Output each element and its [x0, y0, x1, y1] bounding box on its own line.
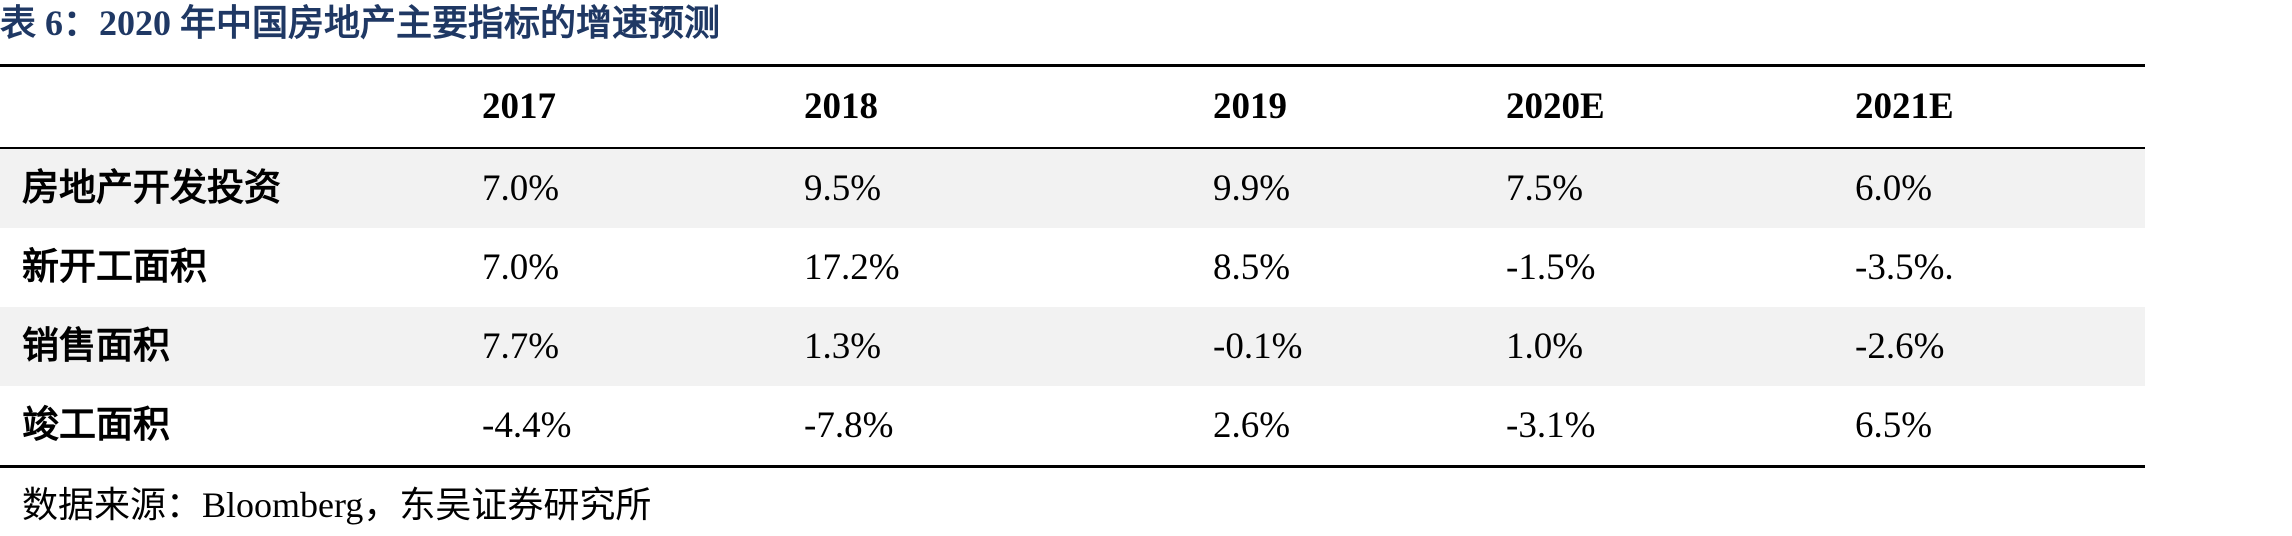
- row-label: 销售面积: [22, 326, 170, 367]
- table-cell: -3.1%: [1506, 405, 1596, 446]
- table-cell: -7.8%: [804, 405, 894, 446]
- table-cell: -2.6%: [1855, 326, 1945, 367]
- source-note: 数据来源：Bloomberg，东吴证券研究所: [22, 485, 652, 525]
- table-cell: 9.5%: [804, 168, 882, 209]
- table-row: 竣工面积 -4.4% -7.8% 2.6% -3.1% 6.5%: [0, 386, 2145, 465]
- column-header: 2019: [1213, 86, 1287, 127]
- column-header: 2021E: [1855, 86, 1954, 127]
- table-row: 新开工面积 7.0% 17.2% 8.5% -1.5% -3.5%.: [0, 228, 2145, 307]
- table-cell: 6.0%: [1855, 168, 1933, 209]
- table-cell: 8.5%: [1213, 247, 1291, 288]
- table-title: 表 6：2020 年中国房地产主要指标的增速预测: [0, 3, 721, 43]
- table-cell: -0.1%: [1213, 326, 1303, 367]
- table-cell: 1.3%: [804, 326, 882, 367]
- row-label: 竣工面积: [22, 405, 170, 446]
- column-header: 2017: [482, 86, 556, 127]
- table-cell: 7.0%: [482, 247, 560, 288]
- table-cell: 7.5%: [1506, 168, 1584, 209]
- table-cell: -4.4%: [482, 405, 572, 446]
- table-cell: 1.0%: [1506, 326, 1584, 367]
- table-cell: -3.5%.: [1855, 247, 1954, 288]
- table-cell: 2.6%: [1213, 405, 1291, 446]
- table-row: 房地产开发投资 7.0% 9.5% 9.9% 7.5% 6.0%: [0, 149, 2145, 228]
- column-header: 2018: [804, 86, 878, 127]
- table-cell: 7.0%: [482, 168, 560, 209]
- table: 2017 2018 2019 2020E 2021E 房地产开发投资 7.0% 9.5% 9.9…: [0, 64, 2145, 468]
- header-row: 2017 2018 2019 2020E 2021E: [0, 67, 2145, 149]
- table-cell: 9.9%: [1213, 168, 1291, 209]
- row-label: 房地产开发投资: [22, 168, 281, 209]
- table-cell: 6.5%: [1855, 405, 1933, 446]
- column-header: 2020E: [1506, 86, 1605, 127]
- table-row: 销售面积 7.7% 1.3% -0.1% 1.0% -2.6%: [0, 307, 2145, 386]
- table-cell: 17.2%: [804, 247, 900, 288]
- row-label: 新开工面积: [22, 247, 207, 288]
- table-cell: 7.7%: [482, 326, 560, 367]
- table-cell: -1.5%: [1506, 247, 1596, 288]
